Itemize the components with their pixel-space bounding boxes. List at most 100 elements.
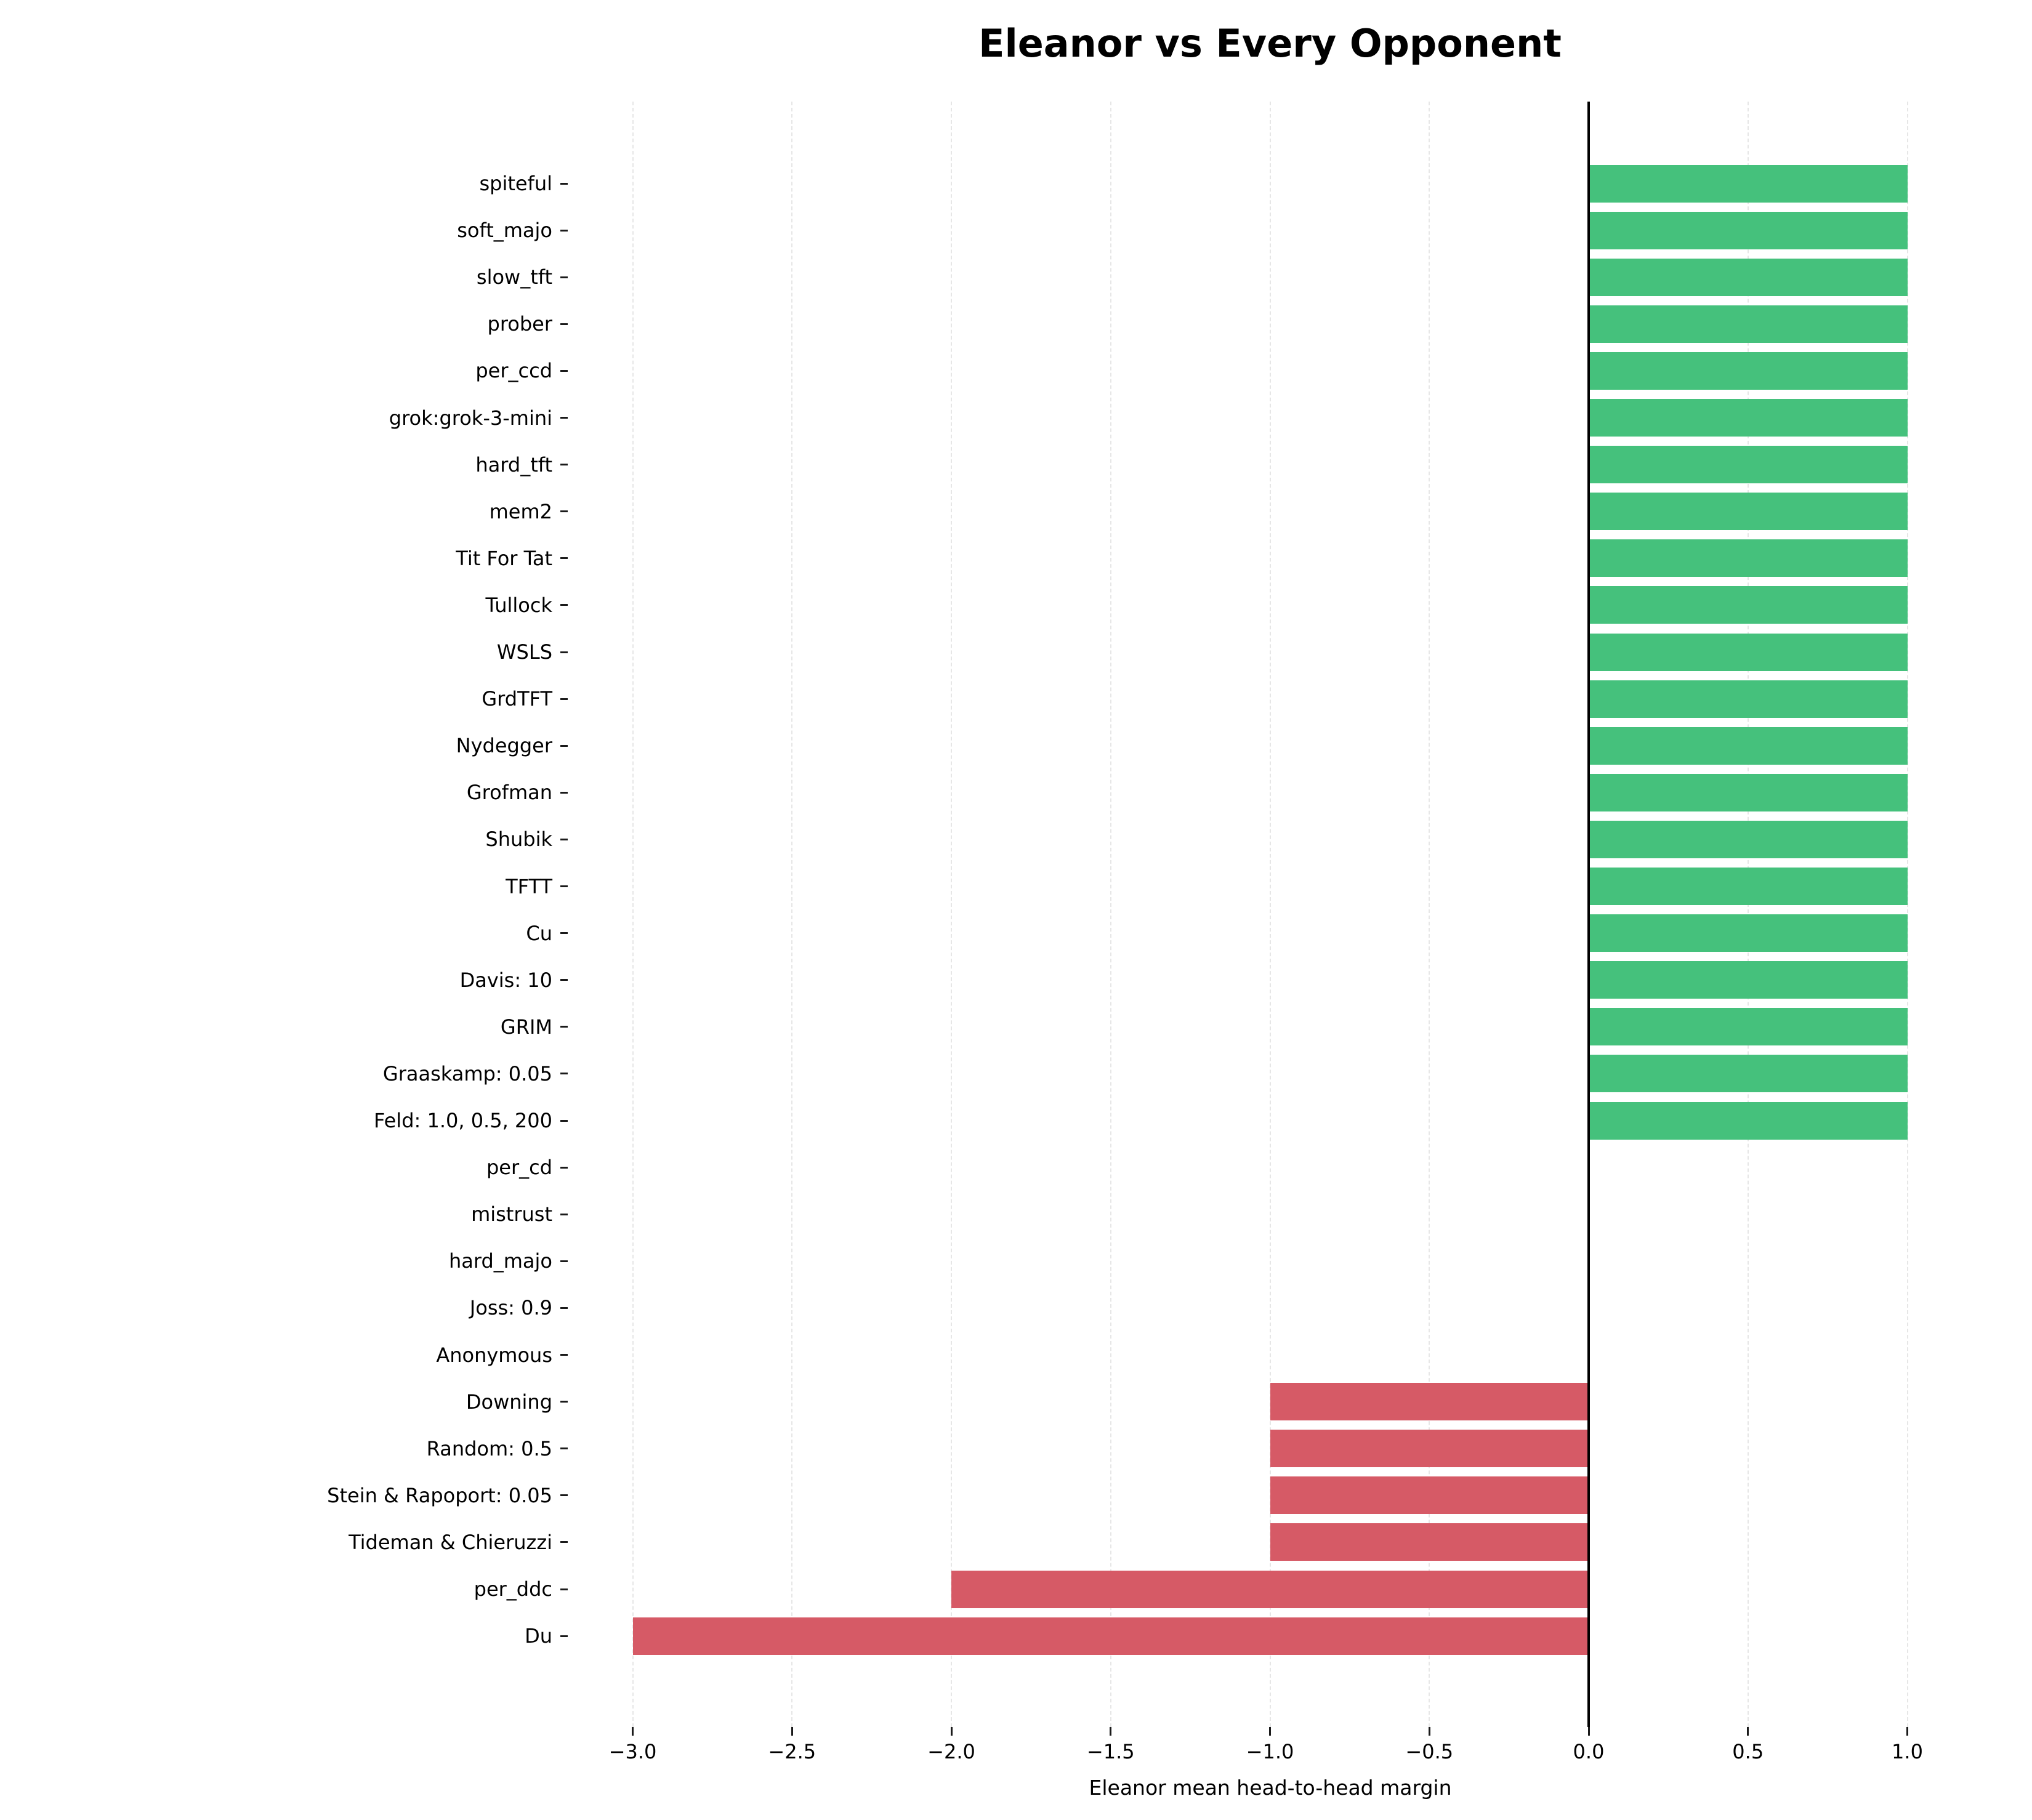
ytick-label-GrdTFT: GrdTFT: [482, 687, 552, 711]
ytick-label-GRIM: GRIM: [500, 1015, 552, 1039]
ytick-label-per_ccd: per_ccd: [475, 359, 552, 383]
ytick-label-Cu: Cu: [526, 921, 552, 945]
gridline-x-1.0: [1906, 102, 1908, 1727]
ytick-label-Du: Du: [525, 1624, 552, 1648]
ytick-label-per_cd: per_cd: [486, 1156, 552, 1180]
ytick-label-WSLS: WSLS: [496, 640, 552, 664]
xtick-label-1.0: 1.0: [1892, 1740, 1923, 1763]
ytick-mark: [560, 838, 568, 840]
bar-Downing: [1270, 1383, 1589, 1421]
bar-Tideman & Chieruzzi: [1270, 1523, 1589, 1561]
gridline-x-−3.0: [632, 102, 634, 1727]
bar-Du: [632, 1617, 1589, 1655]
bar-Random: 0.5: [1270, 1430, 1589, 1468]
ytick-label-Davis: 10: Davis: 10: [459, 968, 552, 992]
ytick-mark: [560, 1260, 568, 1262]
xtick-mark-−2.5: [791, 1727, 793, 1736]
ytick-label-mem2: mem2: [489, 499, 552, 523]
bar-Shubik: [1589, 820, 1908, 858]
bar-Tullock: [1589, 586, 1908, 624]
ytick-mark: [560, 604, 568, 606]
xtick-label-−0.5: −0.5: [1405, 1740, 1454, 1763]
ytick-mark: [560, 1307, 568, 1309]
ytick-label-Graaskamp: 0.05: Graaskamp: 0.05: [382, 1061, 552, 1085]
ytick-label-Anonymous: Anonymous: [436, 1343, 552, 1367]
xtick-label-−3.0: −3.0: [608, 1740, 657, 1763]
bar-per_ddc: [951, 1570, 1589, 1608]
bar-Cu: [1589, 914, 1908, 952]
ytick-mark: [560, 744, 568, 747]
bar-Graaskamp: 0.05: [1589, 1055, 1908, 1093]
ytick-label-hard_tft: hard_tft: [475, 453, 552, 477]
ytick-label-Downing: Downing: [466, 1390, 552, 1414]
ytick-mark: [560, 323, 568, 325]
ytick-label-Random: 0.5: Random: 0.5: [426, 1436, 552, 1460]
ytick-label-Tit For Tat: Tit For Tat: [456, 546, 552, 570]
bar-hard_tft: [1589, 446, 1908, 484]
ytick-mark: [560, 1541, 568, 1544]
ytick-mark: [560, 698, 568, 700]
zero-reference-line: [1587, 102, 1590, 1727]
ytick-label-Grofman: Grofman: [466, 781, 552, 805]
ytick-mark: [560, 1635, 568, 1637]
ytick-label-Shubik: Shubik: [485, 827, 552, 852]
ytick-label-prober: prober: [487, 312, 553, 336]
xtick-label-−2.5: −2.5: [768, 1740, 816, 1763]
ytick-label-Tideman & Chieruzzi: Tideman & Chieruzzi: [349, 1530, 552, 1554]
ytick-mark: [560, 1494, 568, 1497]
bar-WSLS: [1589, 633, 1908, 671]
ytick-mark: [560, 979, 568, 981]
xtick-mark-−3.0: [632, 1727, 634, 1736]
ytick-mark: [560, 1588, 568, 1590]
ytick-mark: [560, 1073, 568, 1075]
ytick-mark: [560, 229, 568, 232]
ytick-mark: [560, 464, 568, 466]
ytick-mark: [560, 1354, 568, 1356]
bar-Tit For Tat: [1589, 539, 1908, 578]
xtick-mark-0.5: [1747, 1727, 1749, 1736]
bar-mem2: [1589, 493, 1908, 531]
ytick-label-hard_majo: hard_majo: [448, 1249, 552, 1273]
gridline-x-−1.0: [1269, 102, 1271, 1727]
bar-spiteful: [1589, 164, 1908, 203]
bar-TFTT: [1589, 868, 1908, 905]
ytick-label-per_ddc: per_ddc: [474, 1577, 552, 1601]
xtick-mark-1.0: [1906, 1727, 1908, 1736]
ytick-mark: [560, 1026, 568, 1028]
ytick-label-Stein & Rapoport: 0.05: Stein & Rapoport: 0.05: [327, 1483, 552, 1507]
ytick-mark: [560, 885, 568, 887]
xtick-mark-−0.5: [1428, 1727, 1430, 1736]
ytick-label-TFTT: TFTT: [506, 874, 552, 898]
xtick-mark-0.0: [1587, 1727, 1590, 1736]
ytick-label-Feld: 1.0, 0.5, 200: Feld: 1.0, 0.5, 200: [373, 1109, 552, 1132]
ytick-mark: [560, 1401, 568, 1403]
bar-slow_tft: [1589, 258, 1908, 296]
bar-Davis: 10: [1589, 961, 1908, 999]
ytick-mark: [560, 182, 568, 185]
ytick-mark: [560, 1119, 568, 1122]
chart-title: Eleanor vs Every Opponent: [978, 21, 1562, 66]
ytick-mark: [560, 791, 568, 794]
ytick-mark: [560, 932, 568, 935]
bar-soft_majo: [1589, 211, 1908, 249]
x-axis-label: Eleanor mean head-to-head margin: [1089, 1776, 1452, 1800]
ytick-label-slow_tft: slow_tft: [476, 265, 552, 289]
xtick-label-0.0: 0.0: [1573, 1740, 1605, 1763]
ytick-mark: [560, 651, 568, 653]
plot-area: [568, 102, 1972, 1727]
bar-per_ccd: [1589, 352, 1908, 390]
ytick-mark: [560, 276, 568, 278]
bar-Grofman: [1589, 773, 1908, 811]
gridline-x-−1.5: [1110, 102, 1111, 1727]
bar-Stein & Rapoport: 0.05: [1270, 1476, 1589, 1515]
xtick-label-−1.5: −1.5: [1086, 1740, 1135, 1763]
gridline-x-−2.5: [791, 102, 793, 1727]
xtick-label-−2.0: −2.0: [927, 1740, 975, 1763]
ytick-mark: [560, 1166, 568, 1169]
ytick-mark: [560, 1448, 568, 1450]
bar-Nydegger: [1589, 727, 1908, 765]
ytick-mark: [560, 1213, 568, 1215]
xtick-mark-−1.0: [1269, 1727, 1271, 1736]
ytick-mark: [560, 369, 568, 372]
